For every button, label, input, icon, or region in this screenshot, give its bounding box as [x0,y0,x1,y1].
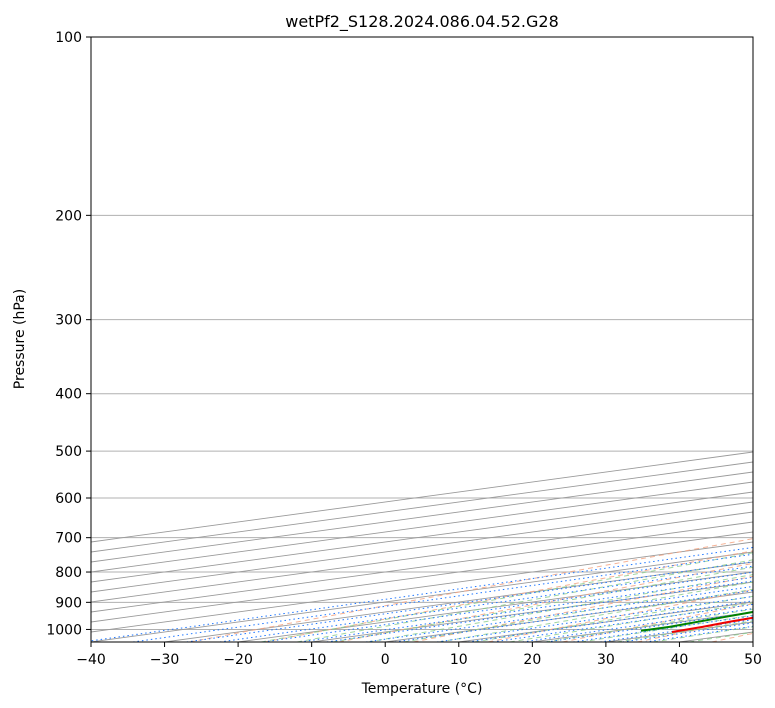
dry-adiabat-line [264,550,753,642]
isotherm-line [91,491,753,583]
mixing-ratio-line [326,580,753,642]
isotherm-line [91,541,753,633]
moist-adiabat-line [403,581,753,642]
moist-adiabat-line [296,559,753,642]
x-tick-label: 50 [744,652,762,668]
x-tick-label: 30 [597,652,615,668]
background-lines [91,37,753,642]
dry-adiabat-line [413,575,753,642]
series-lines [640,610,753,633]
x-tick-label: 10 [450,652,468,668]
isotherm-line [679,631,753,642]
mixing-ratio-line [522,608,753,642]
dry-adiabat-line [637,617,753,642]
moist-adiabat-line [545,608,753,642]
mixing-ratio-line [132,553,753,642]
x-tick-label: 0 [381,652,390,668]
x-tick-label: 20 [523,652,541,668]
isotherm-line [532,611,753,642]
mixing-ratio-line [394,589,753,642]
isotherm-line [91,531,753,623]
y-tick-label: 400 [55,387,82,403]
isotherm-line [385,591,753,642]
isotherm-line [605,621,753,642]
y-tick-label: 600 [55,491,82,507]
moist-adiabat-line [652,626,753,642]
y-tick-label: 100 [55,30,82,46]
isotherm-line [311,581,753,642]
x-tick-label: −30 [150,652,180,668]
isotherm-line [91,511,753,603]
mixing-ratio-line [219,565,753,642]
isotherm-line [91,451,753,543]
mixing-ratio-line [436,596,753,642]
dry-adiabat-line [562,603,753,642]
moist-adiabat-line [474,595,753,642]
dry-adiabat-line [711,632,753,642]
mixing-ratio-line [91,546,753,642]
dry-adiabat-line [487,589,753,642]
y-tick-label: 200 [55,208,82,224]
moist-adiabat-line [368,574,753,642]
isotherm-line [91,481,753,573]
x-tick-label: −10 [297,652,327,668]
isotherm-line [91,501,753,593]
moist-adiabat-line [689,631,753,642]
isotherm-line [91,471,753,563]
chart-title: wetPf2_S128.2024.086.04.52.G28 [285,12,559,32]
moist-adiabat-line [260,552,753,642]
y-tick-label: 800 [55,565,82,581]
temperature-line [671,616,753,633]
isotherm-line [91,461,753,553]
moist-adiabat-line [332,566,753,642]
y-tick-label: 900 [55,595,82,611]
y-axis-title: Pressure (hPa) [12,289,28,389]
dry-adiabat-line [338,562,753,642]
y-tick-label: 300 [55,313,82,329]
axes: −40 −30 −20 −10 0 10 20 30 40 50 100 200 300 400 500 60… [46,30,762,668]
mixing-ratio-line [645,625,753,642]
isotherm-line [91,551,753,642]
x-tick-label: −40 [76,652,106,668]
y-tick-label: 1000 [46,622,82,638]
moist-adiabat-line [509,602,753,642]
isotherm-line [458,601,753,642]
x-tick-label: 40 [671,652,689,668]
x-axis-title: Temperature (°C) [361,681,483,697]
x-tick-label: −20 [223,652,253,668]
isotherm-line [91,521,753,613]
plot-frame [90,36,754,643]
y-tick-label: 500 [55,444,82,460]
y-tick-label: 700 [55,531,82,547]
isotherm-line [752,641,753,642]
mixing-ratio-line [365,585,753,642]
dewpoint-line [640,610,753,632]
